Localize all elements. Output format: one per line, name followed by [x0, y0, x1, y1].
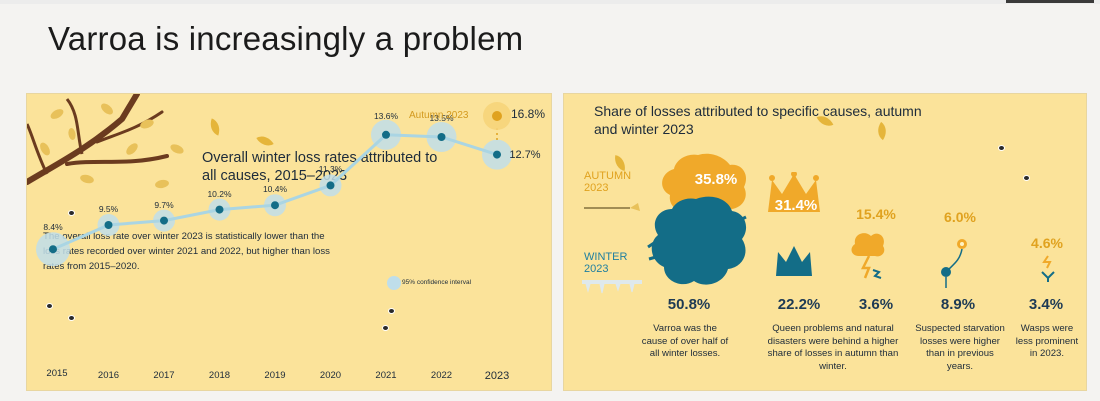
data-point: [271, 201, 279, 210]
data-label: 13.6%: [373, 110, 399, 121]
bee-icon: [1024, 176, 1029, 180]
data-label: 11.3%: [318, 164, 343, 175]
wasps-autumn-percent: 4.6%: [1031, 235, 1063, 251]
bee-icon: [383, 326, 388, 330]
starvation-description: Suspected starvation losses were higher …: [915, 323, 1005, 372]
x-tick-label: 2020: [319, 370, 342, 381]
queen-disaster-description: Queen problems and natural disasters wer…: [767, 323, 899, 372]
bee-icon: [389, 309, 394, 313]
wasps-description: Wasps were less prominent in 2023.: [1015, 323, 1079, 359]
bee-icon: [69, 316, 74, 320]
data-point: [215, 205, 224, 214]
slide-title: Varroa is increasingly a problem: [48, 20, 524, 57]
ci-legend-swatch: [387, 276, 401, 290]
causes-title: Share of losses attributed to specific c…: [594, 103, 922, 137]
loss-rate-panel: Overall winter loss rates attributed to …: [26, 93, 552, 391]
varroa-description: Varroa was the cause of over half of all…: [641, 323, 729, 359]
data-label: 9.5%: [98, 204, 119, 214]
queen-autumn-percent: 31.4%: [774, 197, 818, 214]
x-tick-label: 2021: [375, 370, 397, 381]
bee-icon: [69, 211, 74, 215]
confidence-interval-legend-label: 95% confidence interval: [402, 279, 472, 286]
data-point: [437, 133, 446, 141]
bee-icon: [999, 146, 1004, 150]
data-point: [382, 130, 390, 139]
autumn-data-point: [492, 111, 502, 121]
loss-rate-line-chart: [36, 102, 512, 290]
x-tick-label: 2015: [46, 368, 68, 379]
x-tick-label: 2018: [208, 370, 231, 381]
season-winter-label: WINTER 2023: [584, 251, 628, 275]
varroa-winter-percent: 50.8%: [667, 296, 711, 313]
top-bar: [0, 0, 1100, 4]
data-label: 10.2%: [207, 188, 232, 199]
window-control-strip: [1006, 0, 1094, 3]
x-tick-label: 2022: [430, 370, 453, 381]
data-label: 9.7%: [154, 199, 174, 210]
tree-branch-illustration: [27, 94, 184, 189]
bee-icon: [47, 304, 52, 308]
varroa-icon: [647, 153, 747, 285]
causes-panel: Share of losses attributed to specific c…: [563, 93, 1087, 391]
autumn-branch-icon: [584, 203, 640, 211]
x-tick-label: 2019: [264, 370, 286, 381]
data-label: 10.4%: [262, 184, 288, 195]
data-point: [493, 150, 501, 159]
falling-leaf-icon: [612, 155, 628, 171]
data-label: 12.7%: [509, 148, 541, 161]
wasp-icon: [1041, 255, 1055, 282]
queen-crown-icon: [768, 172, 820, 276]
data-point: [49, 245, 57, 254]
wasps-winter-percent: 3.4%: [1028, 296, 1064, 313]
winter-icicle-icon: [582, 280, 642, 294]
starvation-flower-icon: [941, 239, 967, 288]
data-point: [160, 216, 168, 225]
x-tick-label: 2016: [97, 370, 120, 381]
autumn-2023-label: Autumn 2023: [409, 110, 469, 121]
disaster-winter-percent: 3.6%: [858, 296, 894, 313]
starvation-autumn-percent: 6.0%: [944, 209, 976, 225]
data-point: [326, 181, 335, 190]
data-label: 13.5%: [429, 113, 454, 123]
varroa-autumn-percent: 35.8%: [694, 171, 738, 188]
natural-disaster-storm-icon: [851, 233, 885, 279]
starvation-winter-percent: 8.9%: [940, 296, 976, 313]
chart-description: The overall loss rate over winter 2023 i…: [43, 231, 330, 272]
autumn-2023-value: 16.8%: [511, 107, 546, 121]
disaster-autumn-percent: 15.4%: [856, 206, 896, 222]
x-tick-label: 2023: [484, 370, 510, 382]
data-label: 8.4%: [43, 222, 63, 233]
x-tick-label: 2017: [153, 370, 175, 381]
data-point: [104, 221, 113, 229]
chart-title: Overall winter loss rates attributed to …: [202, 150, 438, 184]
season-autumn-label: AUTUMN 2023: [584, 170, 632, 194]
queen-winter-percent: 22.2%: [777, 296, 821, 313]
